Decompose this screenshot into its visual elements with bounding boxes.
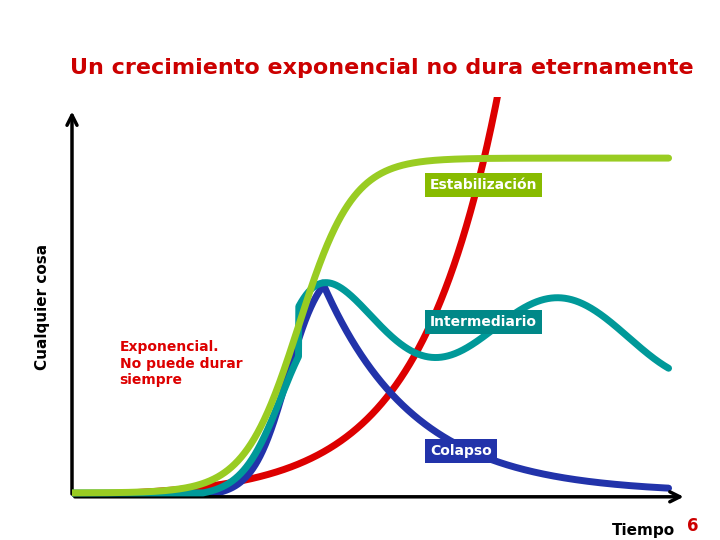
Text: Estabilización: Estabilización — [430, 178, 537, 192]
Text: Intermediario: Intermediario — [430, 315, 537, 329]
Text: Tiempo: Tiempo — [611, 523, 675, 538]
Text: 6: 6 — [687, 517, 698, 535]
Text: Exponencial.
No puede durar
siempre: Exponencial. No puede durar siempre — [120, 340, 243, 387]
Text: Colapso: Colapso — [430, 444, 492, 458]
Text: Cualquier cosa: Cualquier cosa — [35, 244, 50, 369]
Text: Un crecimiento exponencial no dura eternamente: Un crecimiento exponencial no dura etern… — [71, 58, 694, 78]
